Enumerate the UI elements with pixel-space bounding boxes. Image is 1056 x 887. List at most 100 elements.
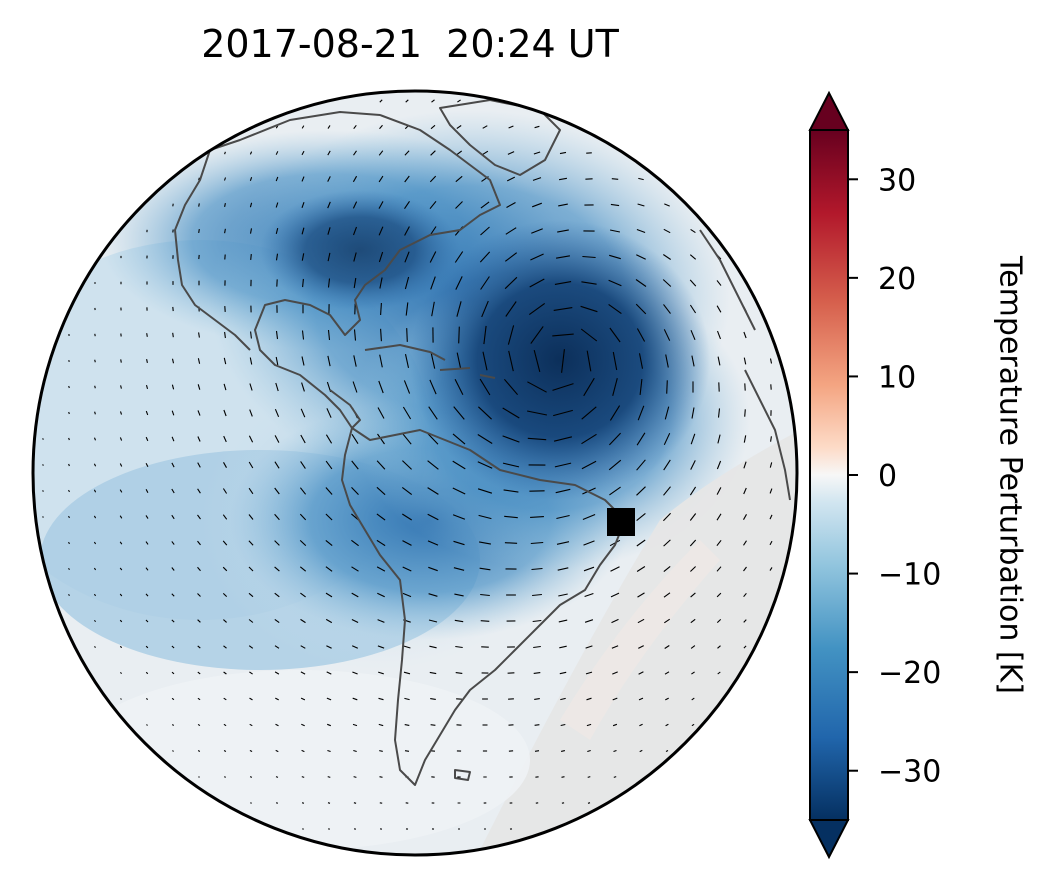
wind-vector [478, 514, 492, 520]
wind-vector [504, 276, 518, 290]
wind-vector [197, 619, 201, 623]
wind-vector [300, 592, 306, 598]
wind-vector [93, 541, 97, 545]
wind-vector [507, 325, 515, 345]
wind-vector [505, 301, 517, 317]
wind-vector [455, 201, 463, 209]
wind-vector [427, 487, 439, 495]
wind-vector [556, 255, 570, 259]
wind-vector [93, 515, 97, 519]
wind-vector [530, 326, 544, 344]
wind-vector [299, 566, 307, 572]
wind-vector [248, 514, 254, 520]
wind-vector [610, 566, 620, 572]
wind-vector [171, 645, 175, 649]
wind-vector [249, 202, 253, 208]
wind-vector [690, 618, 696, 624]
wind-vector [691, 355, 695, 367]
wind-vector [559, 151, 567, 155]
wind-vector [662, 279, 672, 287]
wind-vector [636, 432, 646, 446]
wind-vector [352, 671, 358, 675]
wind-vector [554, 281, 572, 285]
wind-vector [691, 407, 695, 419]
wind-vector [427, 460, 439, 470]
wind-vector [378, 226, 384, 236]
wind-vector [502, 407, 520, 419]
wind-vector [93, 463, 97, 467]
wind-vector [429, 251, 437, 263]
wind-vector [301, 802, 305, 804]
wind-vector [691, 697, 695, 701]
wind-vector [301, 253, 305, 261]
wind-vector [300, 461, 306, 469]
wind-vector [587, 802, 591, 804]
wind-vector [404, 150, 410, 156]
wind-vector [456, 125, 462, 129]
wind-vector [635, 303, 647, 315]
wind-vector [198, 203, 200, 207]
wind-vector [300, 434, 306, 444]
wind-vector [274, 461, 280, 469]
wind-vector [379, 750, 383, 752]
colorbar: 30 20 10 0 −10 −20 −30 [808, 90, 941, 860]
wind-vector [743, 357, 747, 365]
wind-vector [274, 671, 280, 675]
wind-vector [531, 567, 543, 571]
wind-vector [223, 409, 227, 417]
wind-vector [198, 229, 200, 233]
wind-vector [663, 592, 671, 598]
wind-vector [146, 724, 148, 726]
wind-vector [636, 459, 646, 471]
wind-vector [249, 697, 253, 701]
wind-vector [224, 331, 226, 339]
wind-vector [581, 460, 597, 470]
wind-vector [637, 405, 645, 421]
wind-vector [377, 433, 385, 445]
wind-vector [428, 566, 438, 572]
wind-vector [120, 385, 122, 389]
wind-vector [353, 329, 357, 341]
wind-vector [378, 671, 384, 675]
globe-outline [31, 89, 799, 857]
wind-vector [502, 435, 520, 443]
wind-vector [274, 408, 280, 418]
wind-vector [613, 749, 617, 753]
wind-vector [666, 380, 668, 394]
wind-vector [405, 99, 409, 103]
wind-vector [689, 486, 697, 496]
wind-vector [585, 645, 593, 649]
wind-vector [663, 618, 671, 624]
wind-vector [639, 379, 643, 395]
wind-vector [145, 697, 149, 701]
wind-vector [119, 411, 123, 415]
wind-vector [275, 176, 279, 182]
wind-vector [300, 671, 306, 675]
wind-vector [690, 592, 696, 598]
wind-vector [428, 619, 438, 623]
wind-vector [275, 330, 279, 340]
wind-vector [454, 379, 464, 395]
wind-vector [325, 513, 333, 521]
wind-vector [224, 202, 226, 208]
wind-vector [717, 671, 721, 675]
wind-vector [300, 618, 306, 624]
wind-vector [274, 645, 280, 649]
wind-vector [690, 228, 696, 234]
wind-vector [94, 646, 96, 648]
wind-vector [301, 202, 305, 208]
wind-vector [301, 150, 305, 156]
wind-vector [427, 540, 439, 546]
wind-vector [504, 515, 518, 519]
wind-vector [171, 619, 175, 623]
wind-vector [68, 567, 70, 571]
wind-vector [249, 357, 253, 365]
wind-vector [690, 645, 696, 649]
wind-vector [404, 750, 410, 752]
wind-vector [508, 125, 514, 129]
colorbar-tick-label: 30 [878, 163, 916, 198]
wind-vector [327, 201, 331, 209]
colorbar-tick-label: −20 [878, 656, 941, 691]
wind-vector [663, 459, 671, 471]
wind-vector [584, 619, 594, 623]
